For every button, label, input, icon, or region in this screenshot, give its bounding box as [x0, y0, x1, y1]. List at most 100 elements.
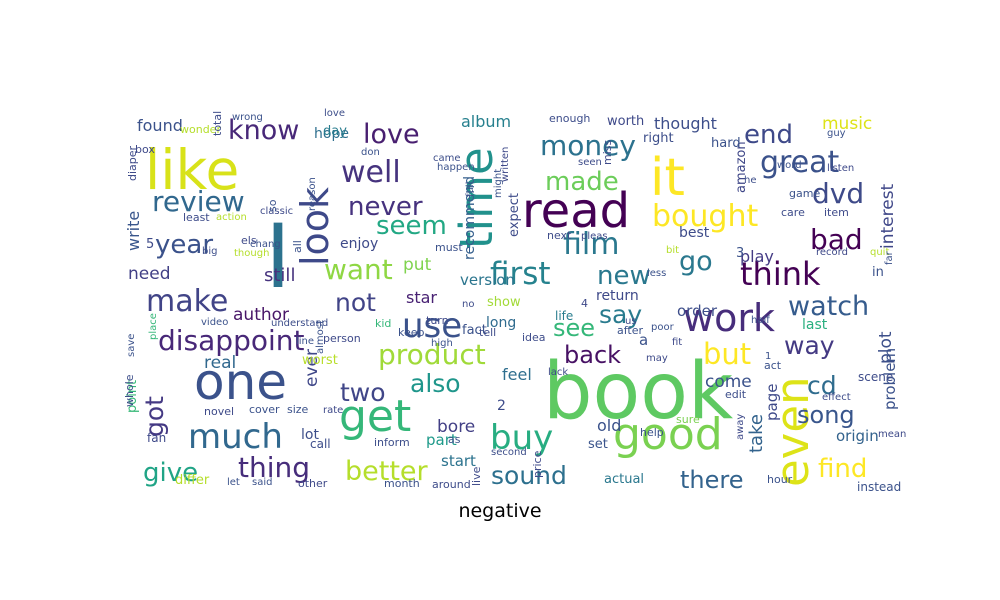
cloud-word: almost — [315, 320, 326, 354]
cloud-word: book — [543, 347, 733, 437]
cloud-word: miss — [601, 139, 614, 165]
cloud-word: rate — [323, 405, 343, 416]
cloud-word: big — [202, 246, 217, 257]
cloud-word: said — [252, 477, 272, 488]
cloud-word: turn — [426, 314, 449, 327]
cloud-word: take — [746, 414, 767, 453]
cloud-word: also — [410, 369, 461, 398]
cloud-word: come — [705, 372, 752, 392]
cloud-word: around — [432, 478, 471, 491]
cloud-word: bad — [810, 223, 863, 256]
cloud-word: two — [340, 378, 386, 407]
cloud-word: bit — [666, 245, 679, 256]
cloud-word: last — [802, 317, 828, 333]
cloud-word: mean — [878, 429, 906, 440]
cloud-word: care — [781, 206, 805, 219]
cloud-word: happen — [437, 162, 475, 173]
cloud-word: there — [680, 466, 744, 494]
cloud-word: hour — [767, 473, 793, 486]
cloud-word: ever — [302, 349, 322, 387]
cloud-word: novel — [204, 405, 234, 418]
cloud-word: enough — [549, 112, 590, 125]
cloud-word: after — [617, 324, 644, 337]
cloud-word: 3 — [736, 246, 744, 261]
cloud-word: fan — [147, 431, 166, 445]
cloud-word: instead — [857, 480, 901, 494]
cloud-word: els — [241, 234, 257, 247]
cloud-word: dvd — [812, 177, 864, 210]
cloud-word: see — [553, 314, 595, 342]
cloud-word: good — [613, 409, 723, 460]
cloud-word: may — [646, 353, 668, 364]
cloud-word: bought — [652, 199, 758, 234]
cloud-word: whole — [123, 374, 136, 407]
cloud-word: sure — [676, 413, 700, 426]
cloud-word: hope — [314, 126, 349, 142]
cloud-word: long — [486, 315, 516, 331]
cloud-word: tell — [479, 326, 496, 339]
cloud-word: money — [540, 129, 636, 162]
cloud-word: it — [650, 148, 685, 208]
cloud-word: got — [140, 396, 169, 437]
cloud-word: wonder — [180, 123, 221, 136]
cloud-word: kid — [375, 317, 391, 330]
cloud-word: thing — [238, 451, 310, 484]
cloud-word: read — [522, 183, 630, 239]
cloud-word: origin — [836, 427, 879, 445]
cloud-word: interest — [878, 183, 898, 249]
cloud-word: guy — [827, 128, 846, 139]
cloud-word: high — [431, 338, 453, 349]
cloud-word: less — [647, 268, 666, 279]
cloud-word: size — [287, 403, 309, 416]
cloud-word: day — [323, 124, 347, 139]
cloud-word: call — [310, 437, 331, 451]
cloud-word: give — [143, 458, 198, 488]
cloud-word: 2 — [497, 398, 506, 414]
cloud-word: reason — [307, 177, 318, 211]
cloud-word: inform — [374, 436, 410, 449]
cloud-word: fit — [672, 337, 682, 348]
cloud-word: action — [216, 212, 247, 223]
cloud-word: show — [487, 295, 521, 310]
cloud-word: live — [470, 466, 483, 486]
cloud-word: better — [345, 456, 429, 487]
cloud-word: no — [462, 299, 474, 310]
cloud-word: well — [341, 155, 401, 190]
cloud-word: even — [766, 376, 819, 487]
cloud-word: old — [597, 416, 621, 435]
cloud-word: away — [735, 414, 746, 440]
cloud-word: all — [291, 240, 304, 253]
cloud-word: idea — [522, 331, 546, 344]
cloud-word: need — [128, 264, 170, 284]
cloud-word: bore — [437, 417, 475, 437]
cloud-word: worst — [302, 353, 338, 368]
cloud-word: star — [406, 288, 437, 307]
cloud-word: author — [233, 305, 289, 325]
cloud-word: sound — [491, 461, 567, 490]
cloud-word: thought — [654, 114, 717, 133]
cloud-word: must — [435, 241, 463, 254]
cloud-word: written — [500, 147, 511, 182]
cloud-word: never — [348, 192, 423, 222]
cloud-word: diaper — [126, 145, 139, 181]
cloud-word: second — [491, 447, 527, 458]
cloud-word: scene — [858, 370, 893, 384]
cloud-word: enjoy — [340, 236, 378, 252]
cloud-word: watch — [788, 291, 869, 322]
cloud-word: edit — [725, 388, 747, 401]
cloud-word: found — [137, 116, 183, 135]
cloud-word: 1 — [765, 351, 771, 362]
cloud-word: like — [145, 138, 239, 202]
cloud-word: best — [679, 225, 710, 241]
cloud-word: part — [426, 431, 457, 449]
cloud-word: differ — [175, 473, 210, 488]
cloud-word: work — [683, 296, 775, 340]
cloud-word: lot — [301, 427, 319, 443]
cloud-word: right — [643, 131, 674, 146]
cloud-word: still — [264, 265, 295, 286]
cloud-word: new — [597, 261, 651, 291]
cloud-word: point — [125, 380, 140, 413]
cloud-word: actual — [604, 472, 644, 487]
